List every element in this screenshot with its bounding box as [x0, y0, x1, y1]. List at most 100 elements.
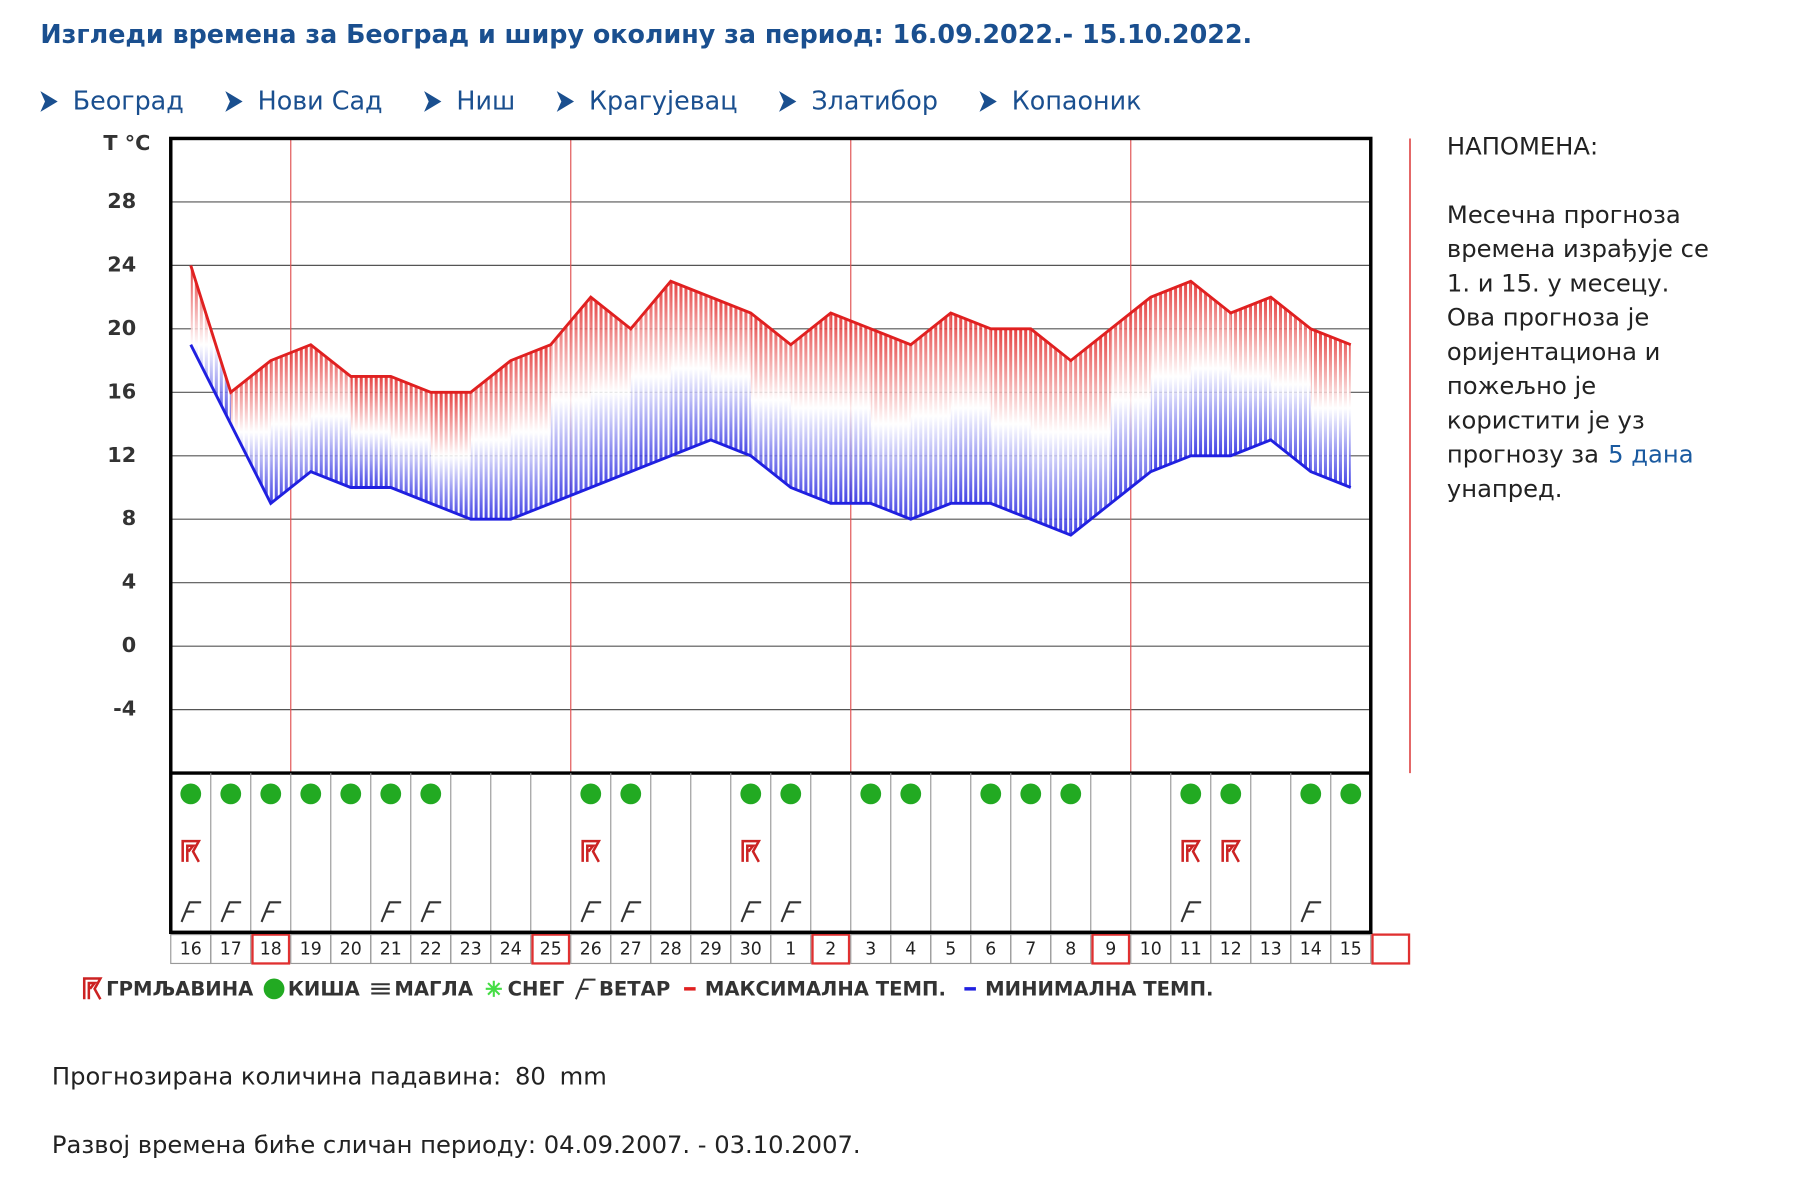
- wind-icon: [580, 901, 602, 923]
- temp-hatch: [910, 312, 951, 520]
- x-tick-label: 20: [340, 940, 362, 960]
- y-tick-label: 28: [107, 189, 136, 213]
- page-title: Изгледи времена за Београд и ширу околин…: [40, 19, 1252, 49]
- x-tick-label: 22: [420, 940, 442, 960]
- precipitation-value: 80: [515, 1063, 546, 1091]
- temp-hatch: [430, 392, 471, 520]
- temp-hatch: [630, 281, 671, 472]
- temp-hatch: [1270, 297, 1311, 472]
- note-text: Месечна прогноза: [1447, 201, 1681, 229]
- x-tick-label: 8: [1065, 940, 1076, 960]
- wind-icon: [1300, 901, 1322, 923]
- x-tick-label: 25: [540, 940, 562, 960]
- x-tick-label: 10: [1140, 940, 1162, 960]
- rain-icon: [380, 783, 402, 805]
- nav-link[interactable]: Нови Сад: [258, 86, 383, 116]
- wind-icon: [740, 901, 762, 923]
- nav-arrow: [779, 91, 797, 112]
- x-tick-label: 9: [1105, 940, 1116, 960]
- day-cell: [531, 933, 571, 965]
- day-cell: [1050, 934, 1092, 965]
- x-tick-label: 23: [460, 940, 482, 960]
- nav-arrow: [424, 91, 442, 112]
- note-heading: НАПОМЕНА:: [1447, 133, 1598, 161]
- temp-hatch: [510, 344, 551, 520]
- note-text: прогнозу за: [1447, 441, 1599, 469]
- temp-hatch: [750, 312, 791, 488]
- note-text: 1. и 15. у месецу.: [1447, 269, 1669, 297]
- temp-hatch: [990, 328, 1031, 520]
- wind-icon: [574, 978, 596, 1000]
- legend-label: ГРМЉАВИНА: [106, 978, 254, 1001]
- nav-link[interactable]: Копаоник: [1012, 86, 1142, 116]
- temp-hatch: [870, 328, 911, 520]
- rain-icon: [980, 783, 1002, 805]
- x-tick-label: 1: [785, 940, 796, 960]
- precipitation-unit: mm: [560, 1063, 607, 1091]
- nav-link[interactable]: Београд: [73, 86, 184, 116]
- wind-icon: [420, 901, 442, 923]
- y-tick-label: 20: [107, 316, 136, 340]
- thunder-icon: [1221, 839, 1242, 863]
- note-line: прогнозу за 5 дана: [1447, 441, 1694, 469]
- x-tick-label: 30: [740, 940, 762, 960]
- thunder-icon: [181, 839, 202, 863]
- analog-period: Развој времена биће сличан периоду: 04.0…: [52, 1131, 861, 1159]
- series-line: [189, 344, 1352, 537]
- day-cell: [1091, 933, 1131, 965]
- day-cell: [490, 934, 532, 965]
- y-tick-label: 16: [107, 379, 136, 403]
- note-line: унапред.: [1447, 475, 1563, 503]
- note-text: користити је уз: [1447, 406, 1645, 434]
- temp-hatch: [790, 312, 831, 504]
- note-line: 1. и 15. у месецу.: [1447, 269, 1669, 297]
- note-line: Ова прогноза је: [1447, 304, 1649, 332]
- rain-icon: [220, 783, 242, 805]
- legend-label: МИНИМАЛНА ТЕМП.: [985, 978, 1213, 1001]
- x-tick-label: 15: [1340, 940, 1362, 960]
- temp-hatch: [830, 312, 871, 504]
- wind-icon: [180, 901, 202, 923]
- legend-label: СНЕГ: [508, 978, 565, 1001]
- x-tick-label: 5: [945, 940, 956, 960]
- legend-label: МАКСИМАЛНА ТЕМП.: [705, 978, 946, 1001]
- y-tick-label: -4: [113, 697, 136, 721]
- temp-hatch: [670, 281, 711, 456]
- y-tick-label: 12: [107, 443, 136, 467]
- nav-link[interactable]: Крагујевац: [589, 86, 737, 116]
- temp-hatch: [1190, 281, 1231, 456]
- rain-icon: [263, 978, 285, 1000]
- nav-arrow: [40, 91, 58, 112]
- nav-link[interactable]: Златибор: [811, 86, 938, 116]
- wind-icon: [620, 901, 642, 923]
- rain-icon: [1180, 783, 1202, 805]
- note-text: пожељно је: [1447, 372, 1596, 400]
- temp-hatch: [470, 360, 511, 520]
- y-tick-label: 4: [122, 570, 136, 594]
- nav-link[interactable]: Ниш: [456, 86, 515, 116]
- note-line: оријентациона и: [1447, 338, 1661, 366]
- legend-label: КИША: [288, 978, 361, 1001]
- temp-hatch: [550, 297, 591, 504]
- note-line: користити је уз: [1447, 406, 1645, 434]
- rain-icon: [1220, 783, 1242, 805]
- temp-hatch: [710, 297, 751, 456]
- rain-icon: [620, 783, 642, 805]
- x-tick-label: 18: [260, 940, 282, 960]
- x-tick-label: 16: [180, 940, 202, 960]
- x-tick-label: 3: [865, 940, 876, 960]
- day-cell: [770, 934, 812, 965]
- rain-icon: [1300, 783, 1322, 805]
- nav-arrow: [979, 91, 997, 112]
- note-line: времена израђује се: [1447, 235, 1709, 263]
- temp-hatch: [1030, 328, 1071, 536]
- x-tick-label: 12: [1220, 940, 1242, 960]
- rain-icon: [300, 783, 322, 805]
- temp-hatch: [1070, 328, 1111, 536]
- temp-hatch: [1230, 297, 1271, 456]
- thunder-icon: [1181, 839, 1202, 863]
- wind-icon: [220, 901, 242, 923]
- note-link[interactable]: 5 дана: [1608, 441, 1693, 469]
- fog-icon: [371, 983, 390, 995]
- y-tick-label: 0: [122, 633, 136, 657]
